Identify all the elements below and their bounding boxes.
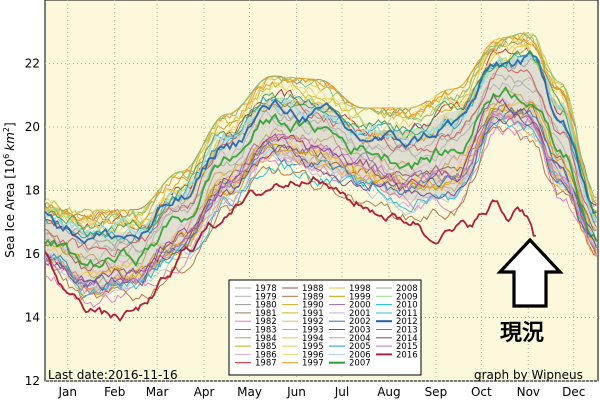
legend-label: 1986 [255, 350, 277, 360]
legend-label: 1989 [302, 292, 324, 302]
year-line-2011 [45, 54, 598, 235]
year-line-2015 [45, 112, 597, 295]
legend-label: 2008 [396, 284, 418, 294]
x-tick-label: Feb [104, 385, 125, 399]
legend-label: 2003 [349, 326, 371, 336]
year-lines [45, 31, 598, 308]
legend-label: 2016 [396, 350, 418, 360]
legend-label: 2004 [349, 334, 371, 344]
year-line-1995 [45, 37, 597, 229]
legend-label: 1983 [255, 326, 277, 336]
legend-label: 2006 [349, 350, 371, 360]
x-tick-label: Oct [471, 385, 492, 399]
year-line-1978 [45, 72, 597, 253]
legend-label: 1993 [302, 326, 324, 336]
y-tick-labels: 12 14 16 18 20 22 [25, 57, 40, 389]
legend-label: 2007 [349, 359, 371, 369]
y-tick-label: 18 [25, 184, 40, 198]
y-tick-label: 22 [25, 57, 40, 71]
x-tick-label: Dec [562, 385, 585, 399]
legend-label: 2014 [396, 334, 418, 344]
legend-label: 2011 [396, 309, 418, 319]
legend-label: 2000 [349, 301, 371, 311]
year-2016-line [45, 175, 536, 323]
credit-label: graph by Wipneus [474, 368, 583, 382]
x-tick-label: Jul [334, 385, 349, 399]
legend-label: 2012 [396, 317, 418, 327]
legend-label: 1984 [255, 334, 277, 344]
year-line-2003 [45, 93, 597, 289]
current-status-label: 現況 [500, 321, 544, 346]
legend-label: 1988 [302, 284, 324, 294]
legend-label: 1994 [302, 334, 324, 344]
year-line-1991 [45, 32, 597, 225]
legend-label: 2010 [396, 301, 418, 311]
y-tick-label: 20 [25, 120, 40, 134]
legend-label: 2002 [349, 317, 371, 327]
legend-label: 2001 [349, 309, 371, 319]
year-line-1994 [45, 102, 597, 277]
legend-label: 1991 [302, 309, 324, 319]
year-line-2012 [45, 49, 597, 245]
year-line-1989 [45, 125, 597, 302]
legend-label: 1982 [255, 317, 277, 327]
year-line-2016 [45, 175, 536, 323]
legend-label: 2009 [396, 292, 418, 302]
legend: 1978197919801981198219831984198519861987… [228, 279, 422, 376]
legend-label: 1978 [255, 284, 277, 294]
year-line-2013 [45, 50, 597, 237]
y-tick-label: 12 [25, 374, 40, 388]
legend-label: 2005 [349, 342, 371, 352]
legend-label: 2013 [396, 326, 418, 336]
legend-label: 1992 [302, 317, 324, 327]
x-tick-label: Sep [425, 385, 448, 399]
legend-label: 1985 [255, 342, 277, 352]
current-status-arrow [496, 237, 564, 308]
x-tick-label: May [237, 385, 262, 399]
legend-label: 1999 [349, 292, 371, 302]
legend-label: 1987 [255, 359, 277, 369]
legend-label: 1995 [302, 342, 324, 352]
year-line-1979 [45, 76, 597, 261]
legend-label: 1997 [302, 359, 324, 369]
x-tick-labels: Jan Feb Mar Apr May Jun Jul Aug Sep Oct Nov Dec [57, 385, 585, 399]
x-tick-label: Apr [194, 385, 215, 399]
legend-label: 1980 [255, 301, 277, 311]
y-tick-label: 16 [25, 247, 40, 261]
year-line-2007 [45, 85, 598, 269]
x-tick-label: Aug [377, 385, 400, 399]
legend-label: 1981 [255, 309, 277, 319]
y-tick-label: 14 [25, 311, 40, 325]
x-tick-label: Mar [146, 385, 169, 399]
legend-label: 2015 [396, 342, 418, 352]
legend-label: 1979 [255, 292, 277, 302]
y-axis-label: Sea Ice Area [106km2] [2, 122, 17, 257]
x-tick-label: Jan [57, 385, 77, 399]
x-tick-label: Jun [286, 385, 306, 399]
year-line-2008 [45, 32, 597, 231]
legend-label: 1998 [349, 284, 371, 294]
year-line-1998 [45, 43, 597, 233]
legend-label: 1996 [302, 350, 324, 360]
legend-label: 1990 [302, 301, 324, 311]
last-date-label: Last date:2016-11-16 [48, 368, 178, 382]
year-line-2010 [45, 117, 597, 299]
x-tick-label: Nov [517, 385, 540, 399]
